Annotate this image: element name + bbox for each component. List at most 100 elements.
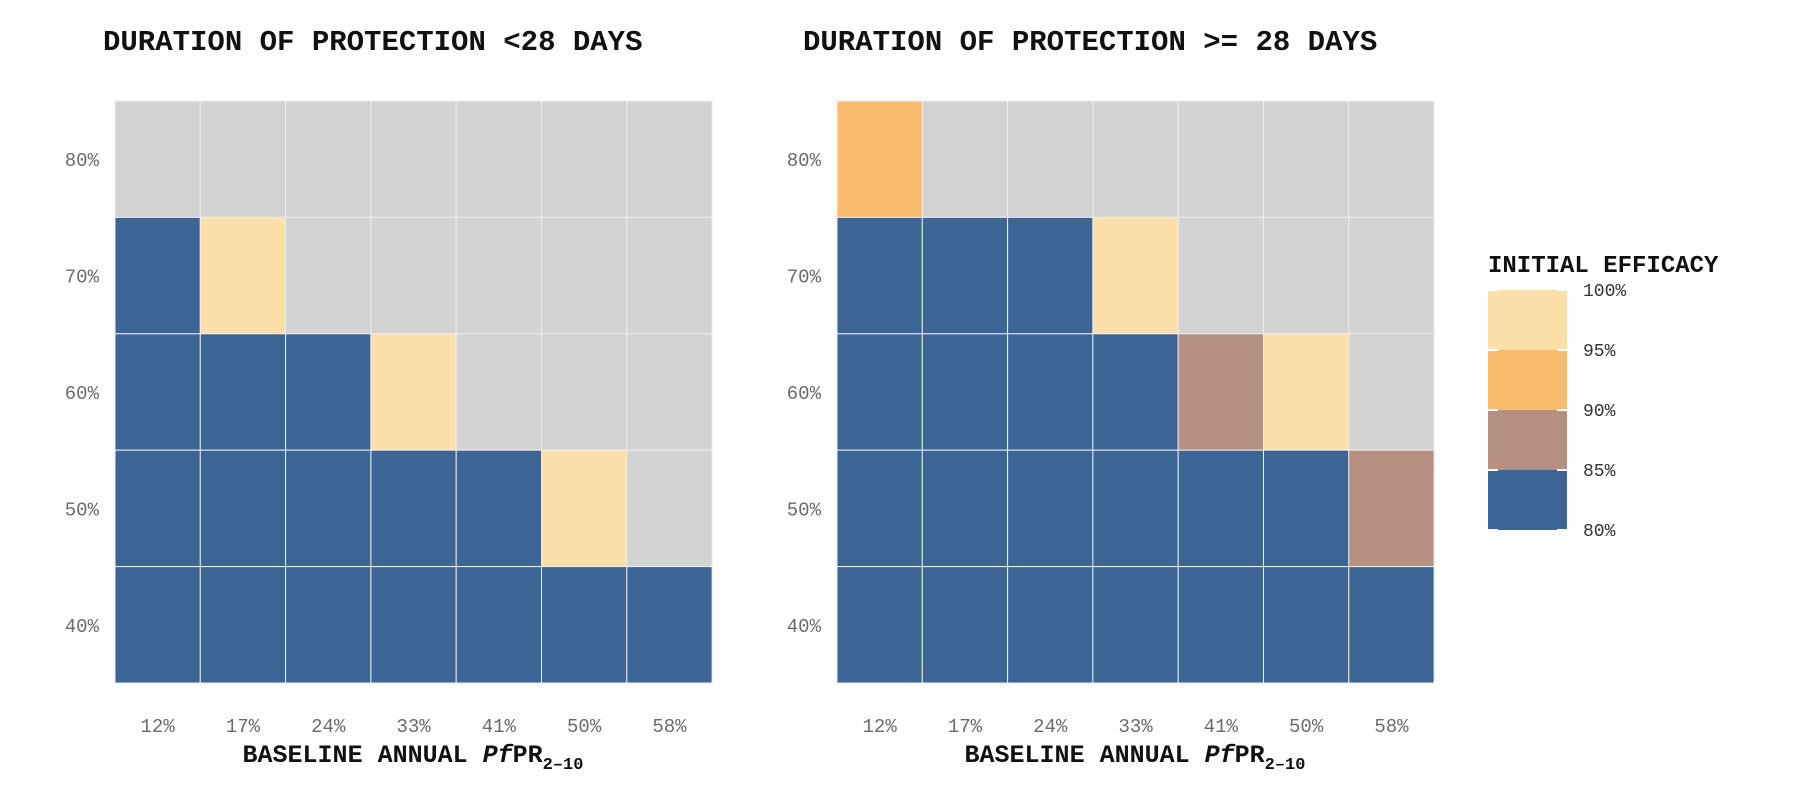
heatmap-cell [921, 100, 1009, 218]
heatmap-cell [114, 333, 201, 451]
legend-color-band [1488, 290, 1567, 350]
x-axis-label-subscript: 2–10 [543, 756, 584, 775]
heatmap-cell [626, 449, 713, 568]
heatmap-cell [1348, 100, 1435, 218]
legend-tick-label: 95% [1583, 342, 1616, 362]
heatmap-cell [199, 449, 287, 568]
heatmap-cell [455, 100, 543, 218]
heatmap-cell [1177, 100, 1264, 218]
y-tick-label: 50% [65, 499, 100, 521]
x-tick-label: 50% [1289, 716, 1324, 738]
legend-tick-label: 85% [1583, 462, 1616, 482]
heatmap-cell [1007, 216, 1094, 335]
heatmap-cell [541, 566, 628, 684]
heatmap-panel-2: DURATION OF PROTECTION >= 28 DAYS 80% 70% 6… [787, 26, 1435, 775]
heatmap-cell [1092, 333, 1179, 451]
x-tick-label: 17% [948, 716, 983, 738]
x-axis-label-italic: Pf [483, 741, 514, 770]
x-axis-label: BASELINE ANNUAL PfPR2–10 [965, 741, 1306, 775]
legend-tick-label: 100% [1583, 282, 1626, 302]
y-tick-label: 70% [65, 267, 100, 289]
heatmap-cell [1007, 100, 1094, 218]
legend-tick-label: 80% [1583, 522, 1616, 542]
x-axis-label-main: BASELINE ANNUAL [243, 741, 483, 770]
y-tick-label: 50% [787, 499, 822, 521]
heatmap-cell [370, 100, 457, 218]
heatmap-cell [626, 566, 713, 684]
x-tick-label: 58% [652, 716, 687, 738]
x-tick-label: 33% [396, 716, 431, 738]
heatmap-cell [541, 333, 628, 451]
heatmap-cell [1092, 449, 1179, 568]
heatmap-cell [455, 566, 543, 684]
heatmap-cell [114, 449, 201, 568]
heatmap-cell [836, 333, 923, 451]
heatmap-cell [1092, 566, 1179, 684]
heatmap-cell [1348, 216, 1435, 335]
x-tick-label: 58% [1374, 716, 1409, 738]
heatmap-cell [114, 100, 201, 218]
heatmap-cell [285, 216, 372, 335]
legend-tick-label: 90% [1583, 402, 1616, 422]
x-axis-label: BASELINE ANNUAL PfPR2–10 [243, 741, 584, 775]
heatmap-panel-1: DURATION OF PROTECTION <28 DAYS 80% 70% 60%… [65, 26, 713, 775]
heatmap-cell [836, 566, 923, 684]
heatmap-cell [1263, 216, 1350, 335]
heatmap-cell [836, 100, 923, 218]
x-tick-label: 12% [141, 716, 176, 738]
heatmap-cell [541, 216, 628, 335]
x-axis-label-rest: PR [513, 741, 543, 770]
x-tick-label: 12% [863, 716, 898, 738]
x-axis-label-main: BASELINE ANNUAL [965, 741, 1205, 770]
heatmap-cell [455, 449, 543, 568]
heatmap-cell [836, 216, 923, 335]
heatmap-cell [626, 100, 713, 218]
chart-title: DURATION OF PROTECTION <28 DAYS [103, 26, 643, 59]
heatmap-cell [199, 566, 287, 684]
y-tick-label: 80% [65, 150, 100, 172]
chart-title: DURATION OF PROTECTION >= 28 DAYS [803, 26, 1377, 59]
heatmap-cell [199, 216, 287, 335]
heatmap-cell [1348, 333, 1435, 451]
legend-color-band [1488, 350, 1567, 410]
x-axis-label-italic: Pf [1205, 741, 1236, 770]
heatmap-cell [455, 333, 543, 451]
heatmap-cell [1177, 333, 1264, 451]
heatmap-cell [1177, 216, 1264, 335]
heatmap-cell [285, 566, 372, 684]
heatmap-cell [1263, 100, 1350, 218]
x-tick-label: 41% [1204, 716, 1239, 738]
heatmap-cell [541, 100, 628, 218]
heatmap-cell [1092, 100, 1179, 218]
heatmap-cell [626, 333, 713, 451]
x-tick-label: 50% [567, 716, 602, 738]
heatmap-cell [1007, 566, 1094, 684]
heatmap-cell [285, 333, 372, 451]
heatmap-cell [626, 216, 713, 335]
heatmap-cell [455, 216, 543, 335]
y-tick-label: 60% [65, 383, 100, 405]
x-tick-label: 17% [226, 716, 261, 738]
legend-color-band [1488, 470, 1567, 530]
heatmap-cell [199, 100, 287, 218]
y-tick-label: 70% [787, 267, 822, 289]
x-tick-label: 41% [482, 716, 517, 738]
heatmap-cell [921, 566, 1009, 684]
heatmap-cell [1263, 566, 1350, 684]
heatmap-cell [1007, 333, 1094, 451]
heatmap-cell [1263, 333, 1350, 451]
heatmap-cell [541, 449, 628, 568]
x-axis-label-rest: PR [1235, 741, 1265, 770]
heatmap-cell [114, 566, 201, 684]
x-tick-label: 24% [311, 716, 346, 738]
heatmap-cell [921, 333, 1009, 451]
y-tick-label: 40% [65, 616, 100, 638]
heatmap-cell [1007, 449, 1094, 568]
heatmap-cell [285, 100, 372, 218]
legend-title: INITIAL EFFICACY [1488, 253, 1719, 280]
y-tick-label: 40% [787, 616, 822, 638]
legend-color-band [1488, 410, 1567, 470]
x-axis-label-subscript: 2–10 [1265, 756, 1306, 775]
